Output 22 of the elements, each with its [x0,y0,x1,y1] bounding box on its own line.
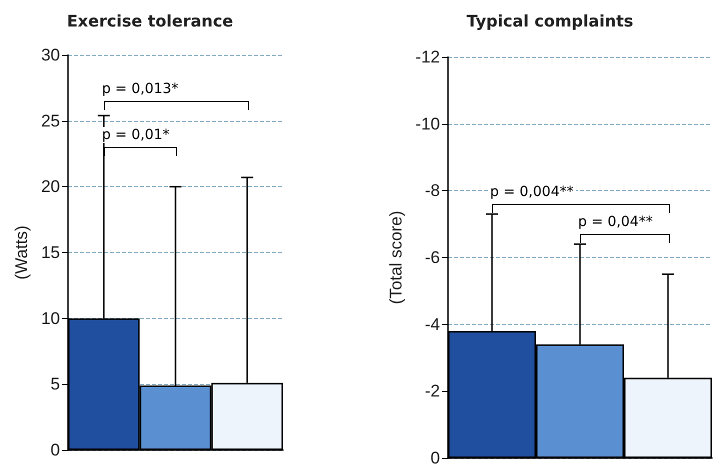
annotation: p = 0,004** [488,184,576,200]
y-tick-label: 25 [41,111,60,130]
y-tick-label: -6 [424,248,440,267]
y-tick-label: -10 [415,114,440,134]
annotation: p = 0,01* [100,127,172,144]
annotation: p = 0,013* [100,81,180,98]
y-tick-label: -8 [424,181,440,200]
y-tick-label: 15 [41,243,60,262]
y-tick-label: 0 [430,448,440,467]
chart-title: Exercise tolerance [66,12,234,30]
y-tick-label: 30 [41,46,60,64]
chart-title: Typical complaints [466,12,634,30]
y-tick-label: 20 [41,177,60,196]
y-tick-label: -12 [415,48,440,66]
y-tick-label: -2 [424,382,440,401]
y-axis-title: (Watts) [12,225,31,280]
annotation: p = 0,04** [576,214,655,230]
y-tick-label: 10 [41,308,60,328]
y-tick-label: 0 [50,440,60,460]
y-tick-label: 5 [50,374,60,394]
y-axis-title: (Total score) [386,210,406,304]
y-tick-label: -4 [424,314,440,334]
